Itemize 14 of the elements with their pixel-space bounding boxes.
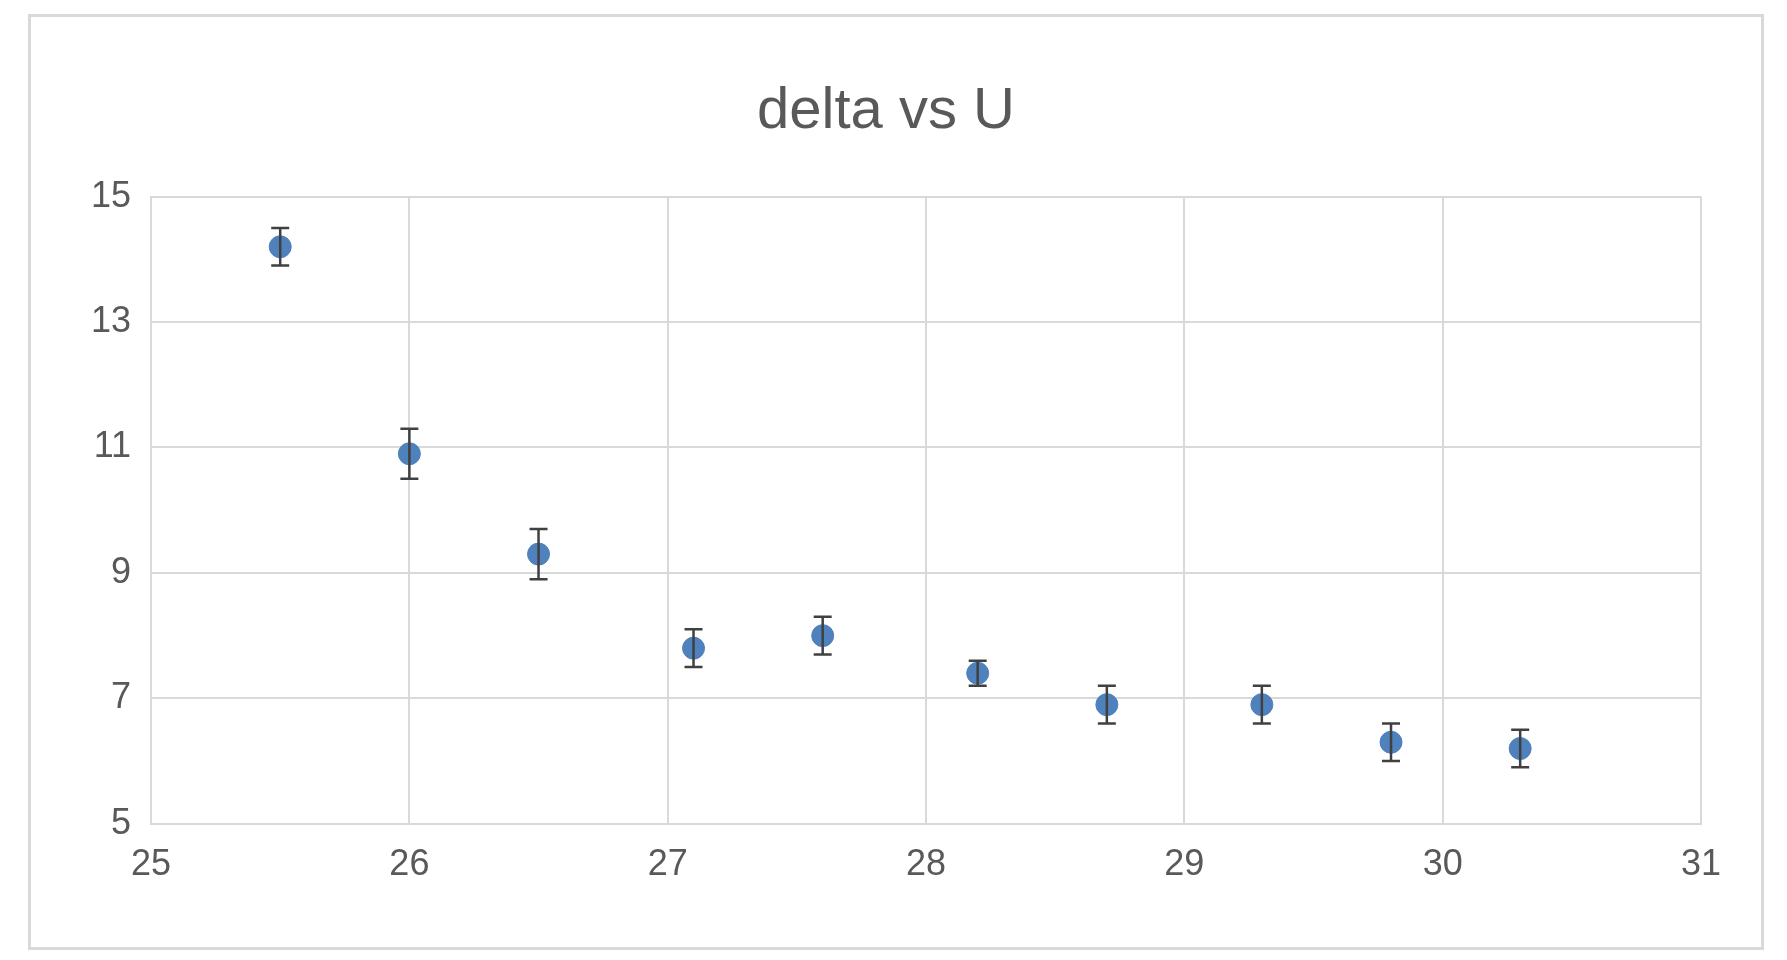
chart-title: delta vs U	[757, 74, 1015, 140]
x-tick-label: 25	[131, 842, 172, 884]
y-tick-label: 11	[93, 424, 132, 466]
x-tick-label: 30	[1422, 842, 1463, 884]
y-tick-label: 7	[111, 675, 132, 717]
x-tick-label: 26	[389, 842, 430, 884]
y-tick-label: 9	[111, 549, 132, 591]
y-tick-label: 5	[111, 800, 132, 842]
y-tick-label: 15	[91, 173, 132, 215]
x-tick-label: 27	[647, 842, 688, 884]
x-tick-label: 28	[906, 842, 947, 884]
y-tick-label: 13	[91, 298, 132, 340]
x-tick-label: 29	[1164, 842, 1205, 884]
x-tick-label: 31	[1680, 842, 1722, 884]
